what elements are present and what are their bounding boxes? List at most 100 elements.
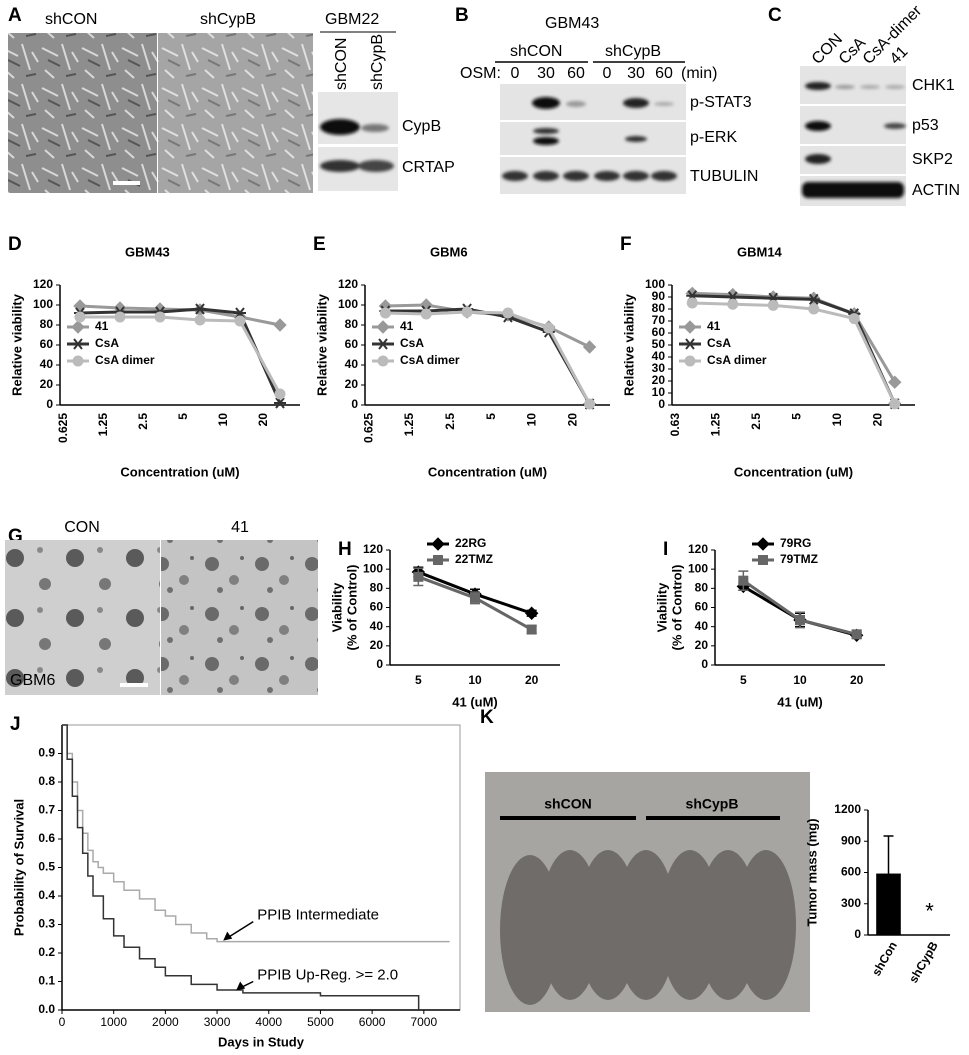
marker <box>74 311 86 323</box>
x-tick-label: 10 <box>468 673 482 687</box>
panel-letter: K <box>480 707 494 728</box>
y-tick-label: 80 <box>370 581 384 595</box>
group-label: shCON <box>510 43 562 60</box>
x-tick-label: 20 <box>256 413 270 427</box>
x-tick-label: 2.5 <box>749 413 763 430</box>
time-label: 0 <box>511 65 520 82</box>
legend-label: 79RG <box>780 536 811 550</box>
x-tick-label: 2.5 <box>443 413 457 430</box>
annotation: PPIB Intermediate <box>257 907 379 924</box>
y-tick-label: 0.1 <box>38 974 55 988</box>
marker <box>194 314 206 326</box>
lane-label: CON <box>809 31 846 68</box>
x-tick-label: 20 <box>871 413 885 427</box>
x-tick-label: 10 <box>830 413 844 427</box>
y-tick-label: 0.2 <box>38 945 55 959</box>
band-label: p53 <box>912 117 939 134</box>
x-tick-label: 5 <box>740 673 747 687</box>
band-label: p-ERK <box>690 129 737 146</box>
y-tick-label: 0 <box>854 927 861 941</box>
x-tick-label: 10 <box>216 413 230 427</box>
y-tick-label: 40 <box>370 619 384 633</box>
legend-label: 41 <box>400 319 414 333</box>
chart-title: GBM43 <box>125 244 170 259</box>
blot-title: GBM22 <box>325 11 379 28</box>
y-tick-label: 900 <box>841 833 861 847</box>
marker <box>848 313 860 325</box>
y-tick-label: 0 <box>46 397 53 411</box>
y-tick-label: 120 <box>338 277 358 291</box>
treatment-label: OSM: <box>460 65 501 82</box>
marker <box>379 307 391 319</box>
band-label: CHK1 <box>912 77 955 94</box>
x-tick-label: shCon <box>869 939 900 978</box>
legend-label: 41 <box>95 319 109 333</box>
time-label: 60 <box>655 65 673 82</box>
panel-letter: B <box>455 5 469 26</box>
panel-letter: D <box>8 234 22 255</box>
group-label: shCON <box>544 796 591 812</box>
micrograph <box>161 540 318 695</box>
y-tick-label: 120 <box>33 277 53 291</box>
mice <box>500 850 796 1005</box>
y-tick-label: 100 <box>688 561 708 575</box>
y-tick-label: 0.8 <box>38 774 55 788</box>
time-unit: (min) <box>681 65 717 82</box>
bar <box>917 934 942 936</box>
panel-letter: J <box>10 714 21 735</box>
x-tick-label: 1.25 <box>402 413 416 437</box>
legend-marker <box>377 355 389 367</box>
band-label: SKP2 <box>912 151 953 168</box>
marker <box>502 307 514 319</box>
band-label: p-STAT3 <box>690 94 752 111</box>
micrograph <box>8 33 157 193</box>
legend-marker <box>377 338 389 350</box>
y-tick-label: 300 <box>841 896 861 910</box>
series-line <box>385 310 591 405</box>
legend-marker <box>376 320 390 334</box>
legend-marker <box>684 338 696 350</box>
y-tick-label: 20 <box>695 638 709 652</box>
marker <box>273 318 287 332</box>
x-tick-label: 2.5 <box>136 413 150 430</box>
panel-letter: C <box>768 5 782 26</box>
legend-marker <box>72 338 84 350</box>
y-tick-label: 90 <box>652 289 666 303</box>
y-tick-label: 50 <box>652 337 666 351</box>
x-axis-label: Days in Study <box>218 1034 305 1049</box>
legend-label: CsA <box>95 336 119 350</box>
panel-letter: I <box>663 539 668 560</box>
x-tick-label: 10 <box>525 413 539 427</box>
legend-marker <box>758 555 768 565</box>
panel-letter: A <box>8 5 22 26</box>
marker <box>114 311 126 323</box>
x-tick-label: 0.63 <box>668 413 682 437</box>
x-tick-label: 5 <box>415 673 422 687</box>
y-tick-label: 40 <box>345 357 359 371</box>
x-tick-label: 1.25 <box>96 413 110 437</box>
y-tick-label: 40 <box>652 349 666 363</box>
y-tick-label: 60 <box>370 600 384 614</box>
time-label: 30 <box>627 65 645 82</box>
legend-marker <box>71 320 85 334</box>
band-label: CRTAP <box>402 159 455 176</box>
x-tick-label: 1000 <box>100 1015 127 1029</box>
marker <box>727 298 739 310</box>
x-tick-label: 5 <box>790 413 804 420</box>
y-axis-label: Viability <box>329 582 344 632</box>
series-line <box>80 315 282 395</box>
x-axis-label: Concentration (uM) <box>428 464 547 479</box>
marker <box>584 398 596 410</box>
panel-letter: H <box>338 539 352 560</box>
x-tick-label: 20 <box>850 673 864 687</box>
y-tick-label: 0.0 <box>38 1002 55 1016</box>
cell-line-label: GBM6 <box>10 672 55 689</box>
legend-label: CsA <box>707 336 731 350</box>
marker <box>194 303 206 315</box>
y-tick-label: 80 <box>652 301 666 315</box>
y-tick-label: 1200 <box>834 802 861 816</box>
y-axis-label: Probability of Survival <box>11 799 26 936</box>
legend-marker <box>431 537 445 551</box>
marker <box>807 293 820 306</box>
